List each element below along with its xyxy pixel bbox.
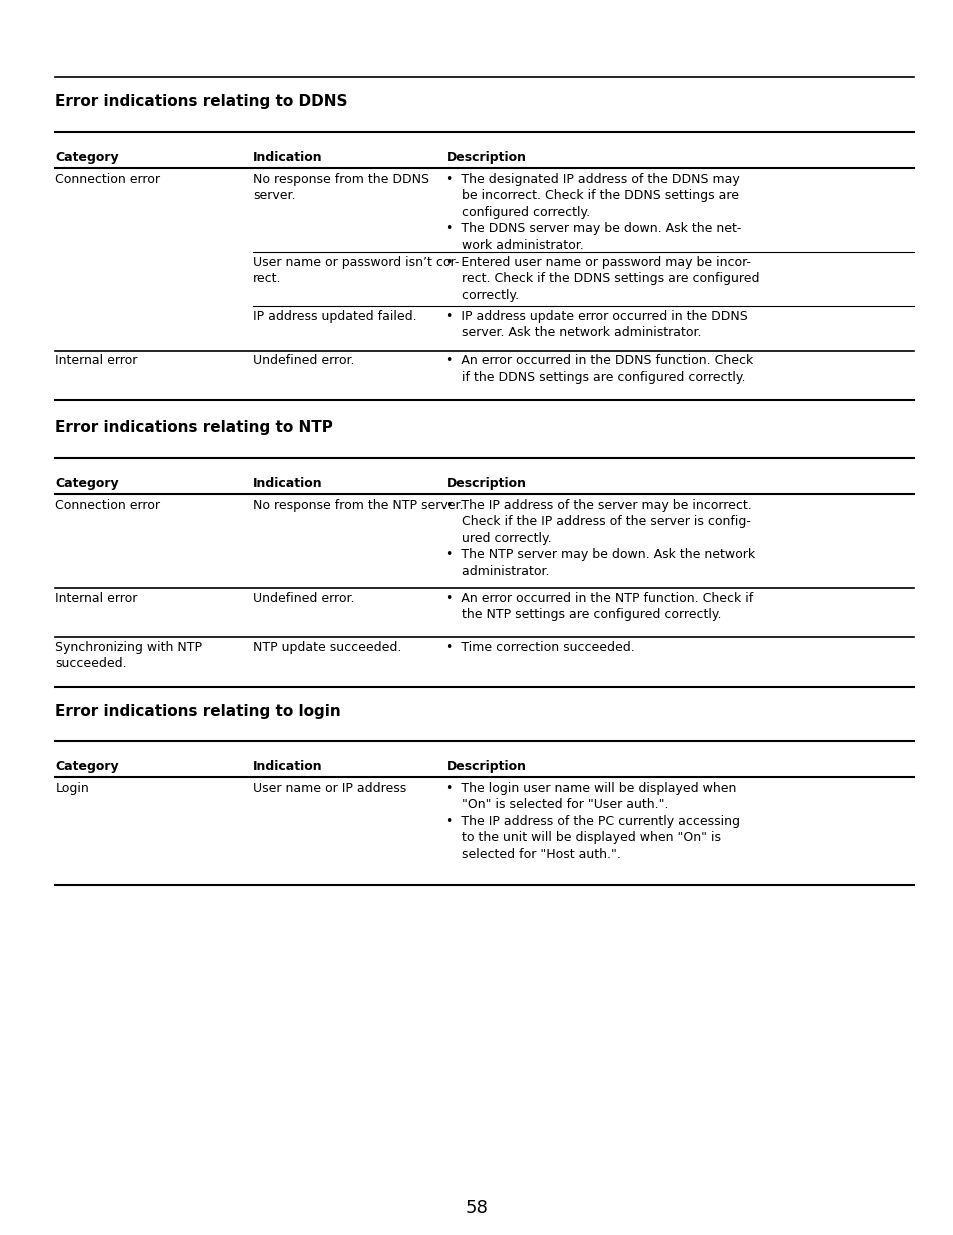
Text: Connection error: Connection error (55, 499, 160, 513)
Text: Description: Description (446, 760, 526, 773)
Text: Undefined error.: Undefined error. (253, 592, 354, 605)
Text: Error indications relating to NTP: Error indications relating to NTP (55, 420, 333, 435)
Text: Indication: Indication (253, 477, 322, 490)
Text: Category: Category (55, 477, 119, 490)
Text: •  The IP address of the server may be incorrect.
    Check if the IP address of: • The IP address of the server may be in… (446, 499, 755, 578)
Text: •  An error occurred in the DDNS function. Check
    if the DDNS settings are co: • An error occurred in the DDNS function… (446, 354, 753, 384)
Text: •  The login user name will be displayed when
    "On" is selected for "User aut: • The login user name will be displayed … (446, 782, 740, 861)
Text: •  Entered user name or password may be incor-
    rect. Check if the DDNS setti: • Entered user name or password may be i… (446, 256, 760, 301)
Text: User name or password isn’t cor-
rect.: User name or password isn’t cor- rect. (253, 256, 458, 285)
Text: Undefined error.: Undefined error. (253, 354, 354, 368)
Text: Connection error: Connection error (55, 173, 160, 186)
Text: Category: Category (55, 151, 119, 164)
Text: Error indications relating to login: Error indications relating to login (55, 704, 341, 719)
Text: Description: Description (446, 151, 526, 164)
Text: •  IP address update error occurred in the DDNS
    server. Ask the network admi: • IP address update error occurred in th… (446, 310, 747, 340)
Text: Synchronizing with NTP
succeeded.: Synchronizing with NTP succeeded. (55, 641, 202, 671)
Text: User name or IP address: User name or IP address (253, 782, 406, 795)
Text: Internal error: Internal error (55, 354, 137, 368)
Text: Description: Description (446, 477, 526, 490)
Text: Internal error: Internal error (55, 592, 137, 605)
Text: Category: Category (55, 760, 119, 773)
Text: Error indications relating to DDNS: Error indications relating to DDNS (55, 94, 348, 109)
Text: Login: Login (55, 782, 89, 795)
Text: 58: 58 (465, 1199, 488, 1216)
Text: No response from the NTP server.: No response from the NTP server. (253, 499, 463, 513)
Text: No response from the DDNS
server.: No response from the DDNS server. (253, 173, 428, 203)
Text: NTP update succeeded.: NTP update succeeded. (253, 641, 401, 655)
Text: •  The designated IP address of the DDNS may
    be incorrect. Check if the DDNS: • The designated IP address of the DDNS … (446, 173, 741, 252)
Text: •  An error occurred in the NTP function. Check if
    the NTP settings are conf: • An error occurred in the NTP function.… (446, 592, 753, 621)
Text: •  Time correction succeeded.: • Time correction succeeded. (446, 641, 635, 655)
Text: Indication: Indication (253, 760, 322, 773)
Text: IP address updated failed.: IP address updated failed. (253, 310, 416, 324)
Text: Indication: Indication (253, 151, 322, 164)
